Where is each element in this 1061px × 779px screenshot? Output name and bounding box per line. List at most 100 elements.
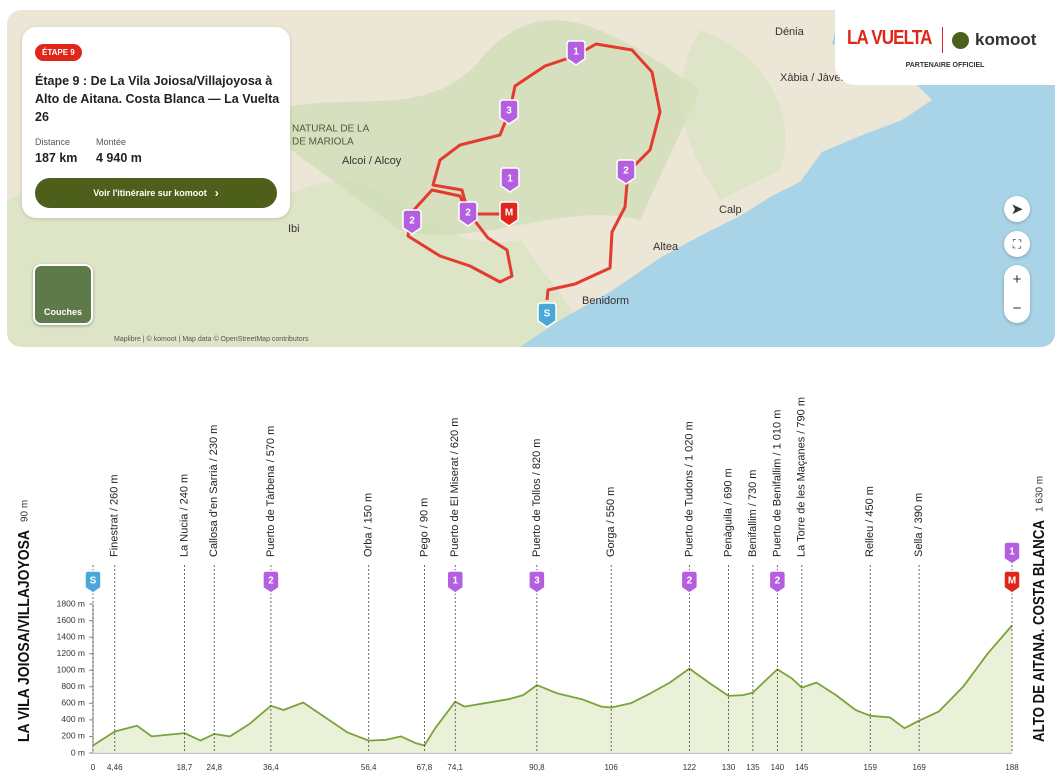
x-tick-label: 122 (683, 763, 697, 772)
icon-shape (262, 570, 280, 594)
waypoint-label: Finestrat / 260 m (109, 474, 121, 557)
icon-shape (84, 570, 102, 594)
icon-label: 1 (507, 174, 513, 185)
waypoint-label: Sella / 390 m (913, 493, 925, 557)
icon-shape (1003, 570, 1021, 594)
icon-shape (1003, 541, 1021, 565)
icon-label: M (505, 208, 513, 219)
lavuelta-logo: LA VUELTA (847, 27, 932, 49)
icon: M (499, 201, 519, 227)
icon-label: 2 (268, 576, 274, 587)
icon: 2 (458, 201, 478, 227)
elevation-profile: 0 m 200 m 400 m 600 m 800 m 1000 m 1200 m 1400 … (16, 397, 1048, 772)
icon: 2 (616, 159, 636, 185)
place-label: Dénia (775, 26, 805, 38)
stage-badge: ÉTAPE 9 (35, 44, 82, 61)
waypoint-label: Pego / 90 m (418, 498, 430, 557)
icon-shape (566, 40, 586, 66)
icon: 1 (446, 570, 464, 594)
icon-label: 1 (573, 47, 579, 58)
icon-label: 3 (506, 106, 512, 117)
waypoint-label: Puerto de Tudons / 1 020 m (683, 421, 695, 557)
icon: 3 (528, 570, 546, 594)
icon-label: 1 (452, 576, 458, 587)
y-tick-label: 1600 m (57, 615, 85, 625)
zoom-out[interactable]: − (1012, 300, 1022, 317)
waypoint-label: Callosa d'en Sarrià / 230 m (208, 425, 220, 557)
locate-button[interactable]: ➤ (1004, 196, 1030, 222)
elevation-area (93, 625, 1012, 753)
stat-label: Distance (35, 137, 71, 147)
finish-name: ALTO DE AITANA. COSTA BLANCA (1031, 520, 1048, 742)
waypoint-label: Penàguila / 690 m (722, 468, 734, 557)
x-tick-label: 135 (746, 763, 760, 772)
icon-label: S (544, 309, 551, 320)
x-tick-label: 188 (1005, 763, 1019, 772)
icon: 2 (262, 570, 280, 594)
icon: 1 (1003, 541, 1021, 565)
icon: 2 (402, 209, 422, 235)
place-label: Ibi (288, 223, 300, 235)
icon-label: 2 (687, 576, 693, 587)
start-name: LA VILA JOIOSA/VILLAJOYOSA (16, 530, 33, 742)
elevation-line (92, 624, 1013, 747)
layers-button[interactable]: Couches (33, 264, 93, 325)
waypoint-label: Puerto de Tollos / 820 m (531, 439, 543, 557)
place-label: Xàbia / Jàvea (780, 72, 848, 84)
fullscreen-button[interactable]: ⛶ (1004, 231, 1030, 257)
stat: Distance 187 km (35, 137, 77, 165)
icon: M (1003, 570, 1021, 594)
waypoint-label: Puerto de El Miserat / 620 m (449, 418, 461, 557)
x-tick-label: 106 (604, 763, 618, 772)
zoom-control: + − (1004, 265, 1030, 323)
map-sea (520, 10, 1055, 347)
y-tick-label: 200 m (61, 731, 85, 741)
y-tick-label: 800 m (61, 681, 85, 691)
icon-shape (499, 201, 519, 227)
partner-note: PARTENAIRE OFFICIEL (905, 62, 985, 69)
waypoint-label: Relleu / 450 m (864, 486, 876, 557)
stage-title: Étape 9 : De La Vila Joiosa/Villajoyosa … (35, 74, 280, 124)
place-label: Alcoi / Alcoy (342, 155, 402, 167)
waypoint-label: La Nucia / 240 m (178, 474, 190, 557)
y-tick-label: 1200 m (57, 648, 85, 658)
y-tick-label: 1400 m (57, 631, 85, 641)
x-tick-label: 18,7 (177, 763, 193, 772)
komoot-button[interactable]: Voir l'itinéraire sur komoot › (35, 178, 277, 208)
icon-label: 1 (1009, 547, 1015, 558)
icon: 2 (680, 570, 699, 594)
icon-shape (768, 570, 787, 594)
y-tick-label: 1800 m (57, 598, 85, 608)
icon: S (84, 570, 102, 594)
icon-label: S (90, 576, 97, 587)
waypoint-label: Orba / 150 m (363, 493, 375, 557)
x-tick-label: 130 (722, 763, 736, 772)
icon-shape (537, 302, 557, 328)
x-tick-label: 56,4 (361, 763, 377, 772)
x-tick-label: 74,1 (447, 763, 463, 772)
separator (942, 27, 943, 53)
route (406, 42, 662, 301)
icon: 3 (499, 99, 519, 125)
map-terrain (7, 181, 600, 347)
chevron: › (214, 186, 219, 200)
start-elevation: 90 m (20, 500, 31, 522)
waypoint-label: Puerto de Tàrbena / 570 m (265, 426, 277, 557)
x-tick-label: 67,8 (417, 763, 433, 772)
zoom-in[interactable]: + (1012, 271, 1022, 288)
y-tick-label: 400 m (61, 714, 85, 724)
x-tick-label: 140 (771, 763, 785, 772)
attribution: Maplibre | © komoot | Map data © OpenStr… (114, 335, 309, 343)
icon-shape (680, 570, 699, 594)
icon-shape (499, 99, 519, 125)
icon: 2 (768, 570, 787, 594)
y-tick-label: 1000 m (57, 664, 85, 674)
waypoint-label: Puerto de Benifallim / 1 010 m (771, 410, 783, 557)
place-label: Altea (653, 241, 679, 253)
icon-shape (446, 570, 464, 594)
map-markers: 1 3 2 1 2 M 2 S (402, 40, 636, 328)
x-tick-label: 24,8 (206, 763, 222, 772)
x-tick-label: 0 (91, 763, 96, 772)
icon-label: 2 (409, 216, 415, 227)
